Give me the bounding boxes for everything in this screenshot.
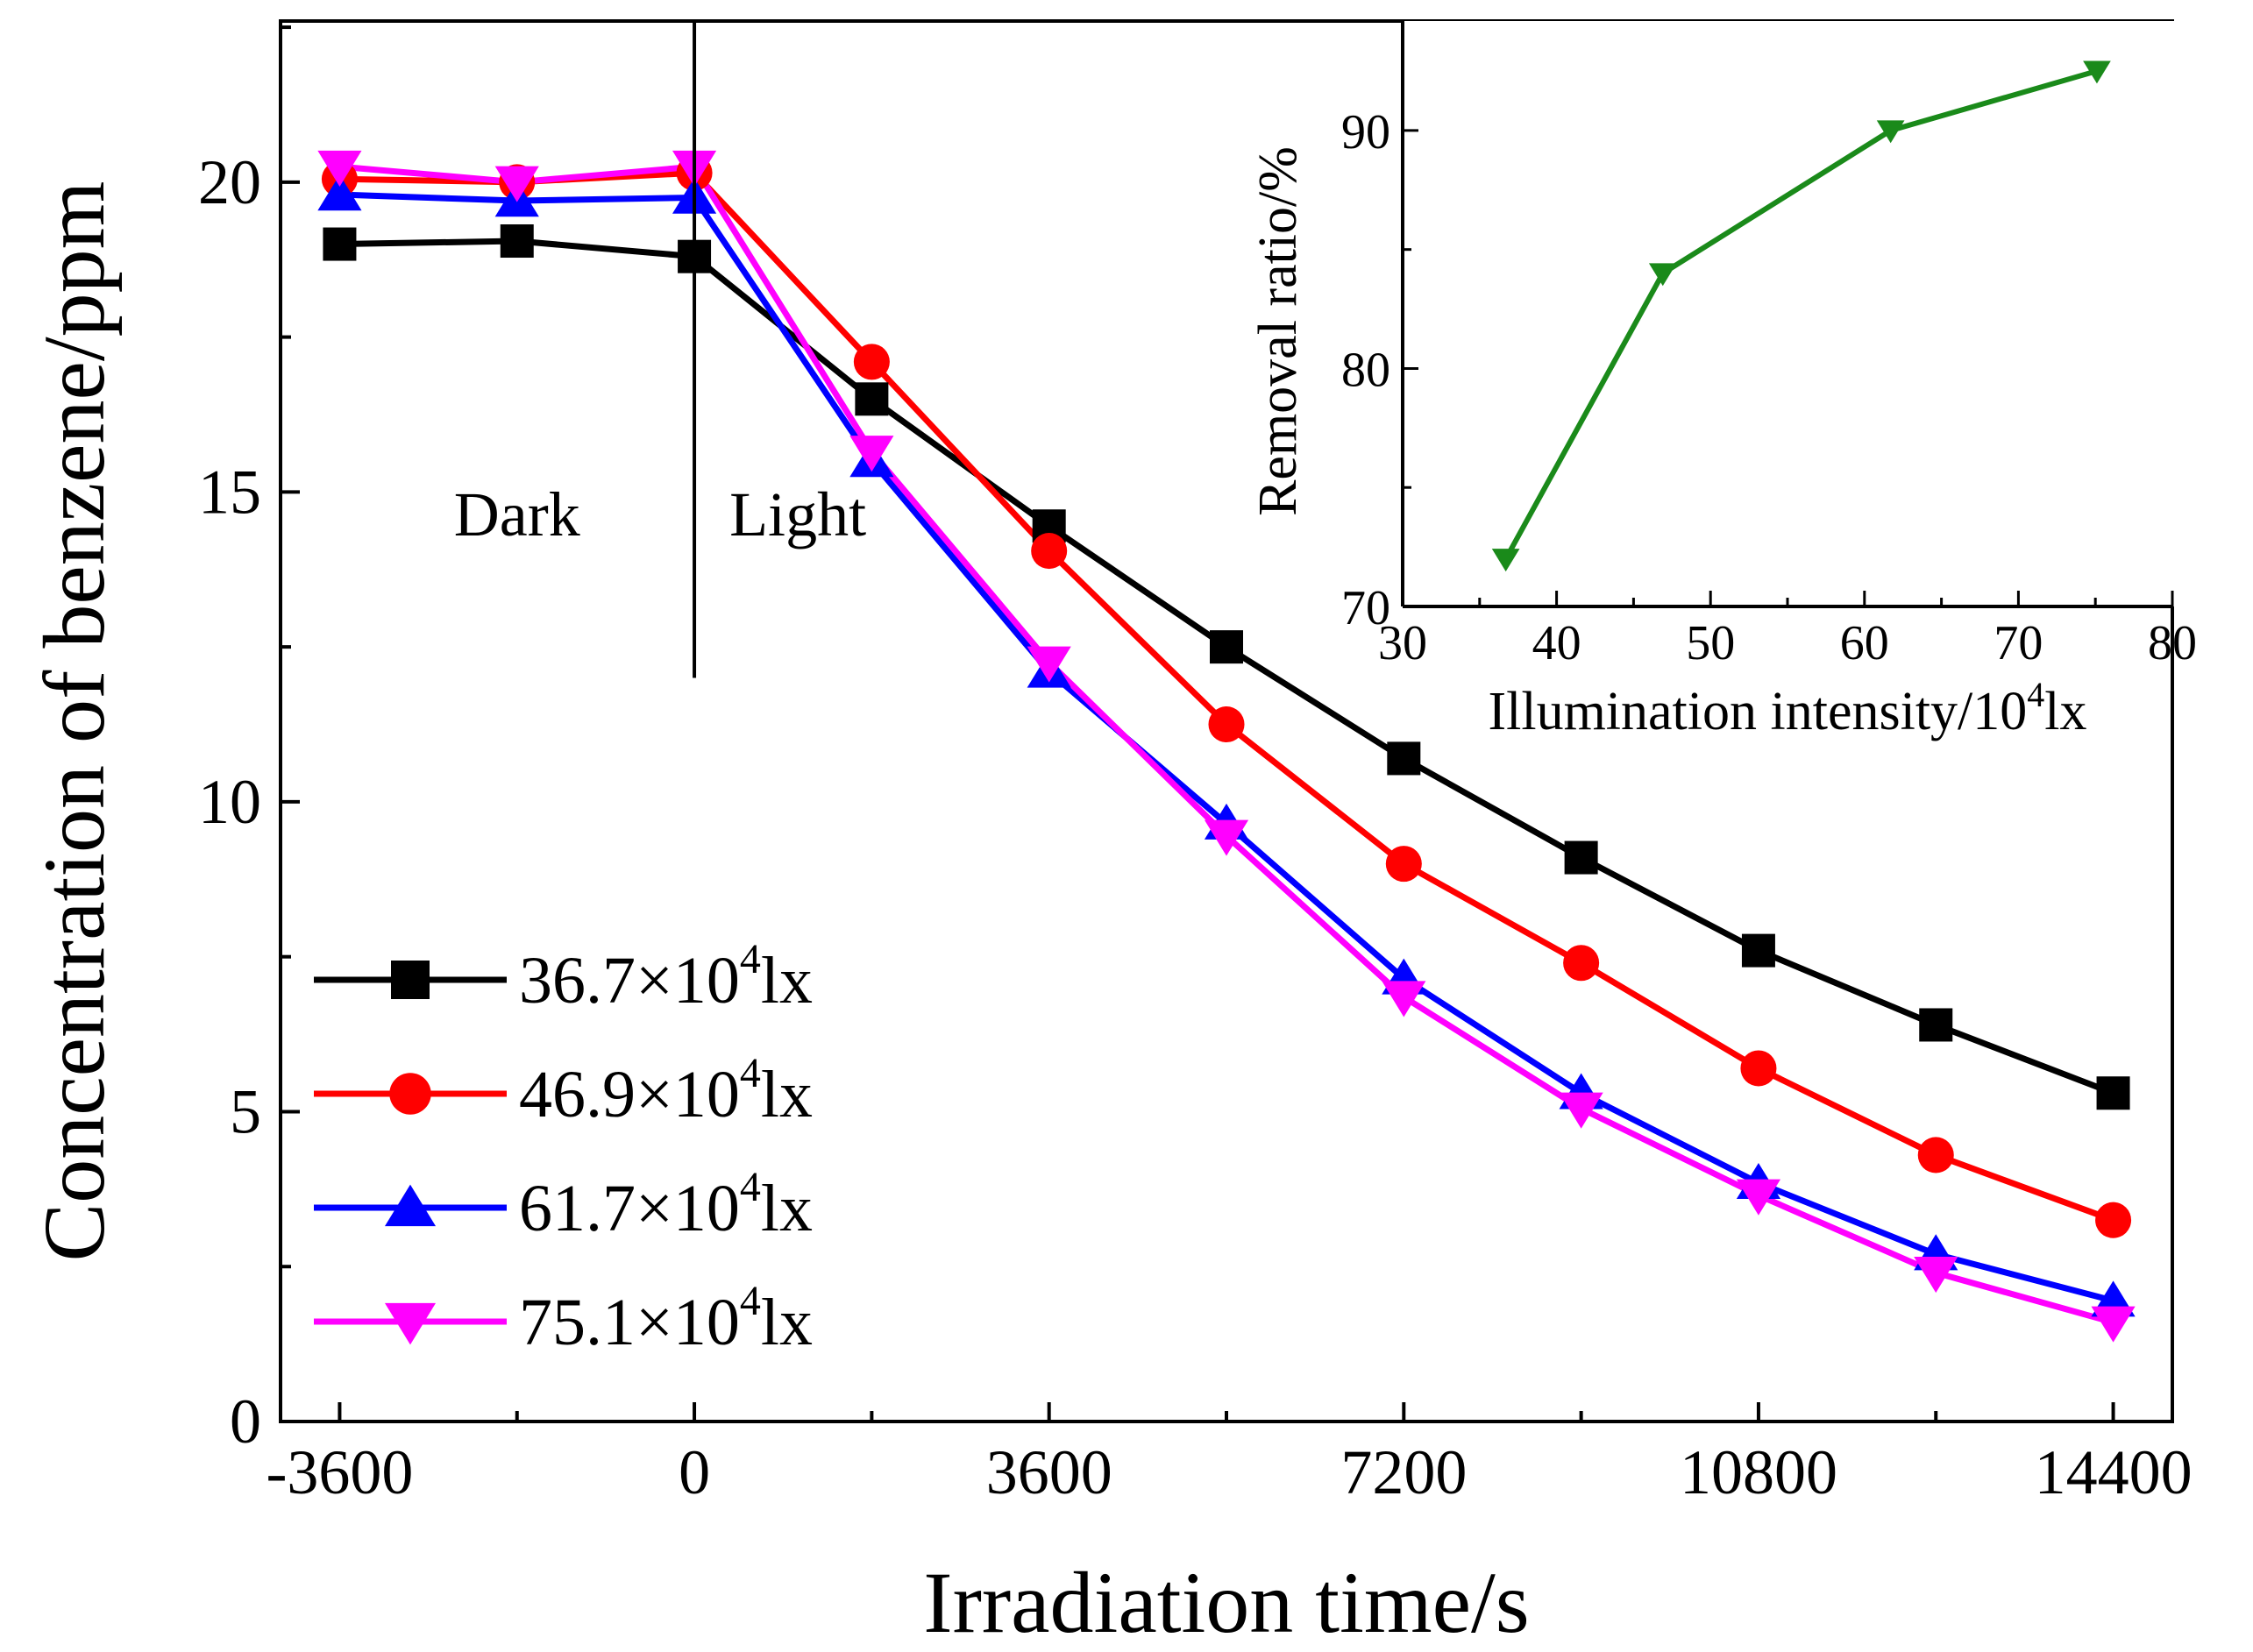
legend-label-unit: lx	[761, 1286, 813, 1359]
y-tick-label: 15	[198, 457, 261, 527]
inset-point	[1876, 120, 1905, 144]
legend-label-1: 36.7×104lx	[519, 936, 813, 1017]
series-2-point	[2095, 1202, 2132, 1238]
series-3-point	[317, 174, 362, 211]
inset-y-axis-title: Removal ratio/%	[1248, 146, 1308, 516]
series-2-point	[1385, 846, 1422, 883]
legend-label-main: 46.9×10	[519, 1058, 740, 1131]
series-4-point	[1027, 646, 1071, 683]
inset-x-tick-label: 40	[1532, 616, 1581, 670]
y-tick-label: 20	[198, 147, 261, 217]
series-4-point	[2091, 1306, 2136, 1343]
x-tick-label: 10800	[1680, 1437, 1837, 1507]
x-tick-label: 3600	[986, 1437, 1112, 1507]
series-4-point	[1204, 819, 1249, 856]
x-tick-label: 14400	[2035, 1437, 2193, 1507]
series-1-point	[1741, 933, 1775, 968]
inset-x-tick-label: 60	[1840, 616, 1889, 670]
inset-plot: 30 40 50 60 70 80 70 80 90 Illumination intensit…	[1248, 21, 2197, 741]
legend-marker-1	[391, 961, 430, 999]
inset-y-tick-label: 90	[1341, 105, 1390, 160]
series-4-point	[1559, 1092, 1603, 1129]
series-4-point	[849, 436, 894, 472]
dark-annotation: Dark	[454, 479, 580, 549]
series-1-point	[323, 227, 357, 261]
inset-y-tick-label: 80	[1341, 343, 1390, 397]
y-axis-title: Concentration of benzene/ppm	[25, 181, 123, 1262]
legend-label-main: 75.1×10	[519, 1286, 740, 1359]
series-4-point	[1736, 1179, 1781, 1216]
series-2-point	[853, 344, 890, 380]
legend-label-main: 36.7×10	[519, 944, 740, 1017]
series-1-point	[855, 382, 889, 416]
inset-x-tick-label: 30	[1378, 616, 1427, 670]
legend-label-sup: 4	[740, 1164, 761, 1210]
series-2-point	[1208, 706, 1245, 743]
series-4-point	[1382, 981, 1426, 1017]
x-axis-title: Irradiation time/s	[923, 1554, 1529, 1651]
legend-label-main: 61.7×10	[519, 1172, 740, 1245]
y-tick-label: 5	[230, 1076, 261, 1146]
legend-label-sup: 4	[740, 1050, 761, 1096]
inset-axes: 30 40 50 60 70 80 70 80 90	[1341, 21, 2197, 670]
inset-x-tick-label: 50	[1686, 616, 1735, 670]
series-1-point	[500, 224, 534, 259]
x-tick-label: 0	[679, 1437, 710, 1507]
series-4-point	[1914, 1257, 1958, 1294]
inset-y-tick-label: 70	[1341, 581, 1390, 635]
inset-series-line	[1503, 68, 2098, 561]
inset-x-tick-label: 80	[2148, 616, 2197, 670]
legend-marker-4	[384, 1302, 437, 1345]
legend-label-4: 75.1×104lx	[519, 1278, 813, 1359]
series-4-point	[317, 150, 362, 187]
main-plot: Dark Light -3600 0 3600 7200 10800 1440005101…	[25, 19, 2193, 1651]
legend-label-2: 46.9×104lx	[519, 1050, 813, 1131]
inset-point	[1648, 263, 1677, 287]
inset-background	[1403, 21, 2174, 606]
legend-marker-3	[384, 1184, 437, 1227]
inset-point	[2083, 60, 2111, 84]
inset-x-axis-title: Illumination intensity/104lx	[1488, 675, 2086, 741]
series-2-point	[1563, 945, 1600, 982]
x-tick-label: -3600	[266, 1437, 413, 1507]
inset-x-axis-title-main: Illumination intensity/10	[1488, 682, 2027, 741]
legend-label-sup: 4	[740, 936, 761, 982]
series-1-point	[1387, 741, 1421, 776]
series-1-point	[1210, 630, 1243, 664]
inset-x-tick-label: 70	[1994, 616, 2043, 670]
series-1-point	[1919, 1008, 1953, 1042]
legend-marker-2	[389, 1073, 431, 1115]
y-tick-label: 0	[230, 1386, 261, 1457]
series-4-point	[494, 166, 539, 202]
main-series-markers	[317, 150, 2136, 1343]
inset-series-line-path	[1503, 68, 2098, 561]
series-1-point	[1564, 840, 1598, 875]
legend-label-unit: lx	[761, 1058, 813, 1131]
x-tick-label: 7200	[1340, 1437, 1467, 1507]
inset-point	[1491, 549, 1520, 572]
y-tick-label: 10	[198, 767, 261, 837]
series-2-point	[1740, 1050, 1777, 1087]
light-annotation: Light	[729, 479, 866, 549]
legend-label-3: 61.7×104lx	[519, 1164, 813, 1245]
inset-series-markers	[1491, 60, 2111, 572]
legend-label-sup: 4	[740, 1278, 761, 1324]
legend-label-unit: lx	[761, 1172, 813, 1245]
series-1-point	[2096, 1076, 2130, 1110]
series-2-point	[1917, 1137, 1954, 1173]
inset-x-axis-title-sup: 4	[2027, 675, 2044, 714]
series-2-point	[1031, 533, 1068, 570]
legend-label-unit: lx	[761, 944, 813, 1017]
inset-x-axis-title-unit: lx	[2044, 682, 2086, 741]
